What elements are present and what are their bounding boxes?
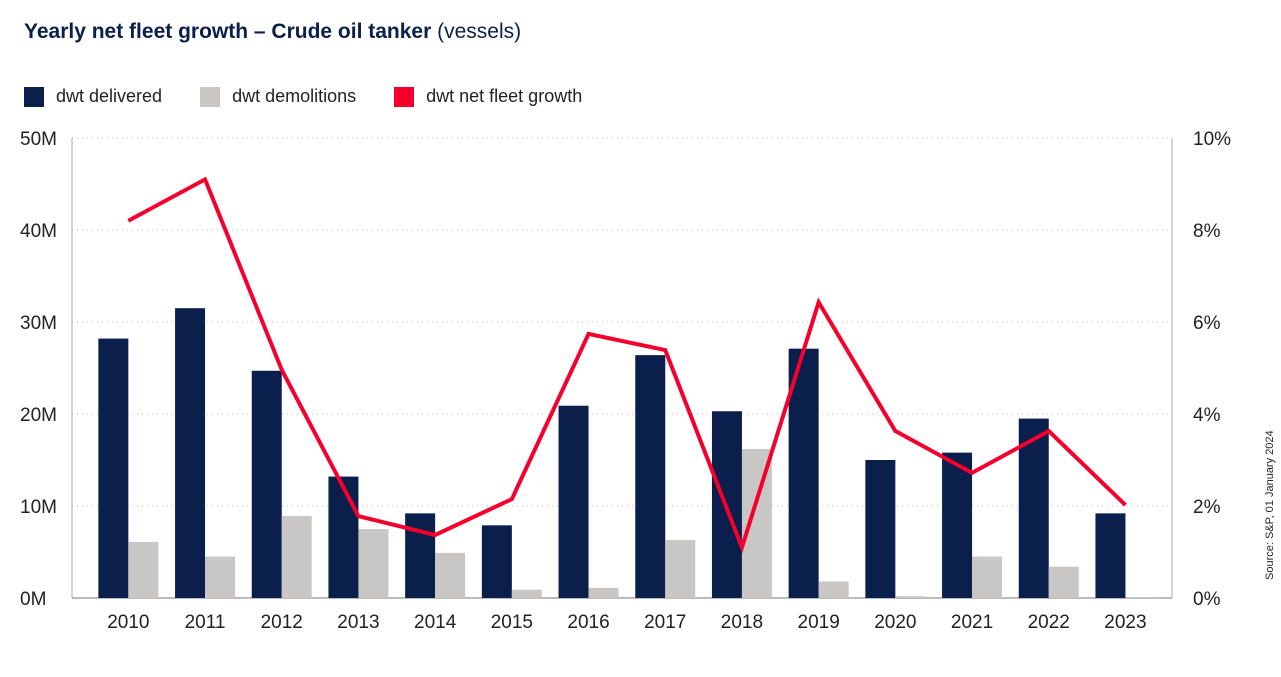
bar-demolitions — [435, 552, 466, 598]
bar-demolitions — [1125, 597, 1156, 598]
bar-delivered — [558, 405, 589, 598]
legend: dwt delivered dwt demolitions dwt net fl… — [24, 86, 582, 107]
bar-delivered — [405, 513, 436, 598]
bar-demolitions — [818, 581, 849, 598]
right-tick-label: 8% — [1193, 221, 1221, 242]
bar-demolitions — [128, 541, 159, 598]
chart-title: Yearly net fleet growth – Crude oil tank… — [24, 20, 521, 44]
bar-demolitions — [1048, 566, 1079, 598]
legend-label: dwt delivered — [56, 86, 163, 106]
x-tick-label: 2017 — [644, 612, 686, 633]
x-tick-label: 2023 — [1104, 612, 1146, 633]
bar-delivered — [788, 348, 819, 598]
title-main: Yearly net fleet growth – Crude oil tank… — [24, 20, 432, 43]
x-tick-label: 2015 — [491, 612, 533, 633]
left-tick-label: 20M — [20, 405, 57, 426]
x-tick-label: 2020 — [874, 612, 916, 633]
x-tick-label: 2022 — [1028, 612, 1070, 633]
bar-delivered — [865, 460, 896, 598]
bar-delivered — [175, 308, 206, 598]
bar-delivered — [98, 338, 129, 598]
right-tick-label: 4% — [1193, 405, 1221, 426]
bar-delivered — [328, 476, 359, 598]
legend-item-demolitions: dwt demolitions — [200, 86, 356, 107]
bar-delivered — [1095, 513, 1126, 598]
bar-delivered — [942, 452, 973, 598]
x-tick-label: 2011 — [185, 612, 226, 633]
source-note: Source: S&P, 01 January 2024 — [1264, 430, 1276, 580]
left-tick-label: 10M — [20, 497, 57, 518]
x-tick-label: 2013 — [337, 612, 379, 633]
x-tick-label: 2021 — [951, 612, 993, 633]
right-tick-label: 6% — [1193, 313, 1221, 334]
left-tick-label: 40M — [20, 221, 57, 242]
legend-item-delivered: dwt delivered — [24, 86, 162, 107]
right-tick-label: 0% — [1193, 589, 1221, 610]
legend-swatch — [200, 86, 221, 107]
x-tick-label: 2019 — [798, 612, 840, 633]
legend-swatch — [24, 86, 44, 107]
bar-demolitions — [895, 596, 926, 598]
left-tick-label: 50M — [20, 129, 57, 150]
bar-demolitions — [588, 587, 619, 598]
x-tick-label: 2016 — [567, 612, 609, 633]
bar-demolitions — [358, 529, 389, 598]
bar-demolitions — [665, 540, 696, 598]
line-net-fleet-growth — [127, 176, 1127, 554]
bar-demolitions — [511, 589, 542, 598]
x-tick-label: 2010 — [107, 612, 149, 633]
title-sub: (vessels) — [437, 20, 522, 43]
bar-demolitions — [972, 556, 1003, 598]
bar-demolitions — [281, 516, 312, 598]
legend-label: dwt net fleet growth — [426, 86, 583, 106]
legend-swatch — [394, 86, 415, 107]
left-tick-label: 0M — [20, 589, 46, 610]
bar-delivered — [251, 370, 282, 598]
legend-label: dwt demolitions — [232, 86, 357, 106]
bar-delivered — [1018, 418, 1049, 598]
bar-delivered — [481, 525, 512, 598]
x-tick-label: 2012 — [261, 612, 303, 633]
right-tick-label: 2% — [1193, 497, 1221, 518]
x-tick-label: 2014 — [414, 612, 457, 633]
right-tick-label: 10% — [1193, 129, 1231, 150]
legend-item-net-growth: dwt net fleet growth — [394, 86, 582, 107]
x-tick-label: 2018 — [721, 612, 763, 633]
bar-demolitions — [205, 556, 236, 598]
left-tick-label: 30M — [20, 313, 57, 334]
bar-delivered — [635, 355, 666, 598]
